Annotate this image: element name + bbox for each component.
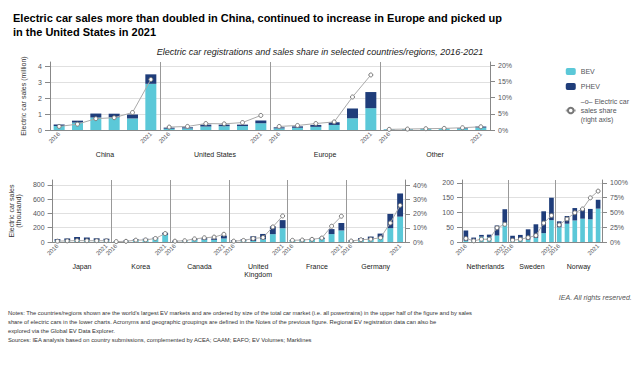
svg-text:Kingdom: Kingdom [244,271,272,279]
svg-text:Canada: Canada [187,263,212,270]
svg-text:Norway: Norway [567,263,591,271]
svg-text:2021: 2021 [94,242,109,257]
svg-text:2016: 2016 [340,242,354,256]
svg-text:Japan: Japan [72,263,91,271]
svg-text:Sources: IEA analysis based on: Sources: IEA analysis based on country s… [8,337,312,343]
svg-text:2016: 2016 [454,242,468,256]
svg-text:600: 600 [33,196,45,203]
svg-text:share of electric cars in the: share of electric cars in the lower char… [8,319,436,325]
svg-text:United: United [248,263,268,270]
svg-text:France: France [306,263,328,270]
svg-text:2021: 2021 [587,242,601,256]
svg-text:Electric car sales more than d: Electric car sales more than doubled in … [13,12,502,24]
svg-text:2021: 2021 [539,242,554,257]
svg-text:0%: 0% [413,239,423,246]
svg-text:400: 400 [33,210,45,217]
svg-text:10%: 10% [413,224,427,231]
svg-text:150: 150 [442,194,454,201]
svg-text:20%: 20% [498,62,512,69]
svg-text:15%: 15% [498,78,512,85]
svg-text:2016: 2016 [46,242,60,256]
svg-text:2021: 2021 [153,242,168,257]
svg-text:2021: 2021 [329,242,344,257]
svg-text:50%: 50% [610,209,624,216]
svg-text:–o– Electric car: –o– Electric car [581,98,630,105]
svg-text:1: 1 [38,111,42,118]
svg-text:United States: United States [194,151,237,158]
svg-text:100: 100 [442,209,454,216]
svg-text:10%: 10% [498,94,512,101]
svg-text:Sweden: Sweden [519,263,544,270]
svg-text:Electric car registrations and: Electric car registrations and sales sha… [157,47,484,57]
svg-text:IEA. All rights reserved.: IEA. All rights reserved. [559,294,632,302]
svg-text:0: 0 [38,127,42,134]
svg-text:0%: 0% [498,127,508,134]
svg-text:BEV: BEV [581,68,595,75]
svg-text:2016: 2016 [501,242,515,256]
svg-text:Europe: Europe [314,151,337,159]
svg-text:3: 3 [38,79,42,86]
svg-text:50: 50 [446,224,454,231]
svg-text:explored via the Global EV Dat: explored via the Global EV Data Explorer… [8,328,115,334]
svg-text:(right axis): (right axis) [581,116,614,124]
svg-text:2016: 2016 [548,242,562,256]
svg-text:2021: 2021 [249,130,263,144]
svg-text:30%: 30% [413,196,427,203]
svg-text:4: 4 [38,63,42,70]
svg-text:Other: Other [426,151,444,158]
svg-text:2021: 2021 [212,242,226,257]
svg-text:0: 0 [41,239,45,246]
svg-text:0: 0 [450,239,454,246]
svg-text:2016: 2016 [222,242,236,256]
svg-text:sales share: sales share [581,107,617,114]
svg-text:200: 200 [33,224,45,231]
svg-text:2021: 2021 [359,130,373,144]
svg-text:(thousand): (thousand) [15,194,23,227]
svg-text:2016: 2016 [268,130,282,144]
svg-text:2016: 2016 [163,242,177,256]
svg-text:2016: 2016 [48,130,62,144]
svg-text:100%: 100% [610,179,628,186]
svg-text:in the United States in 2021: in the United States in 2021 [13,26,156,38]
svg-text:2016: 2016 [105,242,119,256]
svg-text:75%: 75% [610,194,624,201]
svg-text:2021: 2021 [389,242,403,256]
svg-text:Korea: Korea [131,263,150,270]
svg-text:2: 2 [38,95,42,102]
svg-text:Electric car sales (million): Electric car sales (million) [20,56,28,135]
svg-text:Netherlands: Netherlands [466,263,504,270]
svg-text:800: 800 [33,181,45,188]
svg-text:2016: 2016 [158,130,172,144]
svg-text:2016: 2016 [378,130,392,144]
svg-text:Germany: Germany [361,263,390,271]
svg-text:25%: 25% [610,224,624,231]
svg-text:2016: 2016 [281,242,295,256]
svg-text:40%: 40% [413,182,427,189]
svg-text:Electric car sales: Electric car sales [8,184,15,237]
svg-text:2021: 2021 [469,130,483,144]
svg-text:PHEV: PHEV [581,83,600,90]
svg-text:20%: 20% [413,210,427,217]
svg-text:0%: 0% [610,239,620,246]
svg-text:2021: 2021 [493,242,507,257]
svg-text:2021: 2021 [139,130,153,144]
svg-text:China: China [96,151,114,158]
svg-text:2021: 2021 [271,242,285,257]
svg-text:5%: 5% [498,110,508,117]
svg-text:Notes: The countries/regions s: Notes: The countries/regions shown are t… [8,310,472,316]
svg-text:200: 200 [442,179,454,186]
